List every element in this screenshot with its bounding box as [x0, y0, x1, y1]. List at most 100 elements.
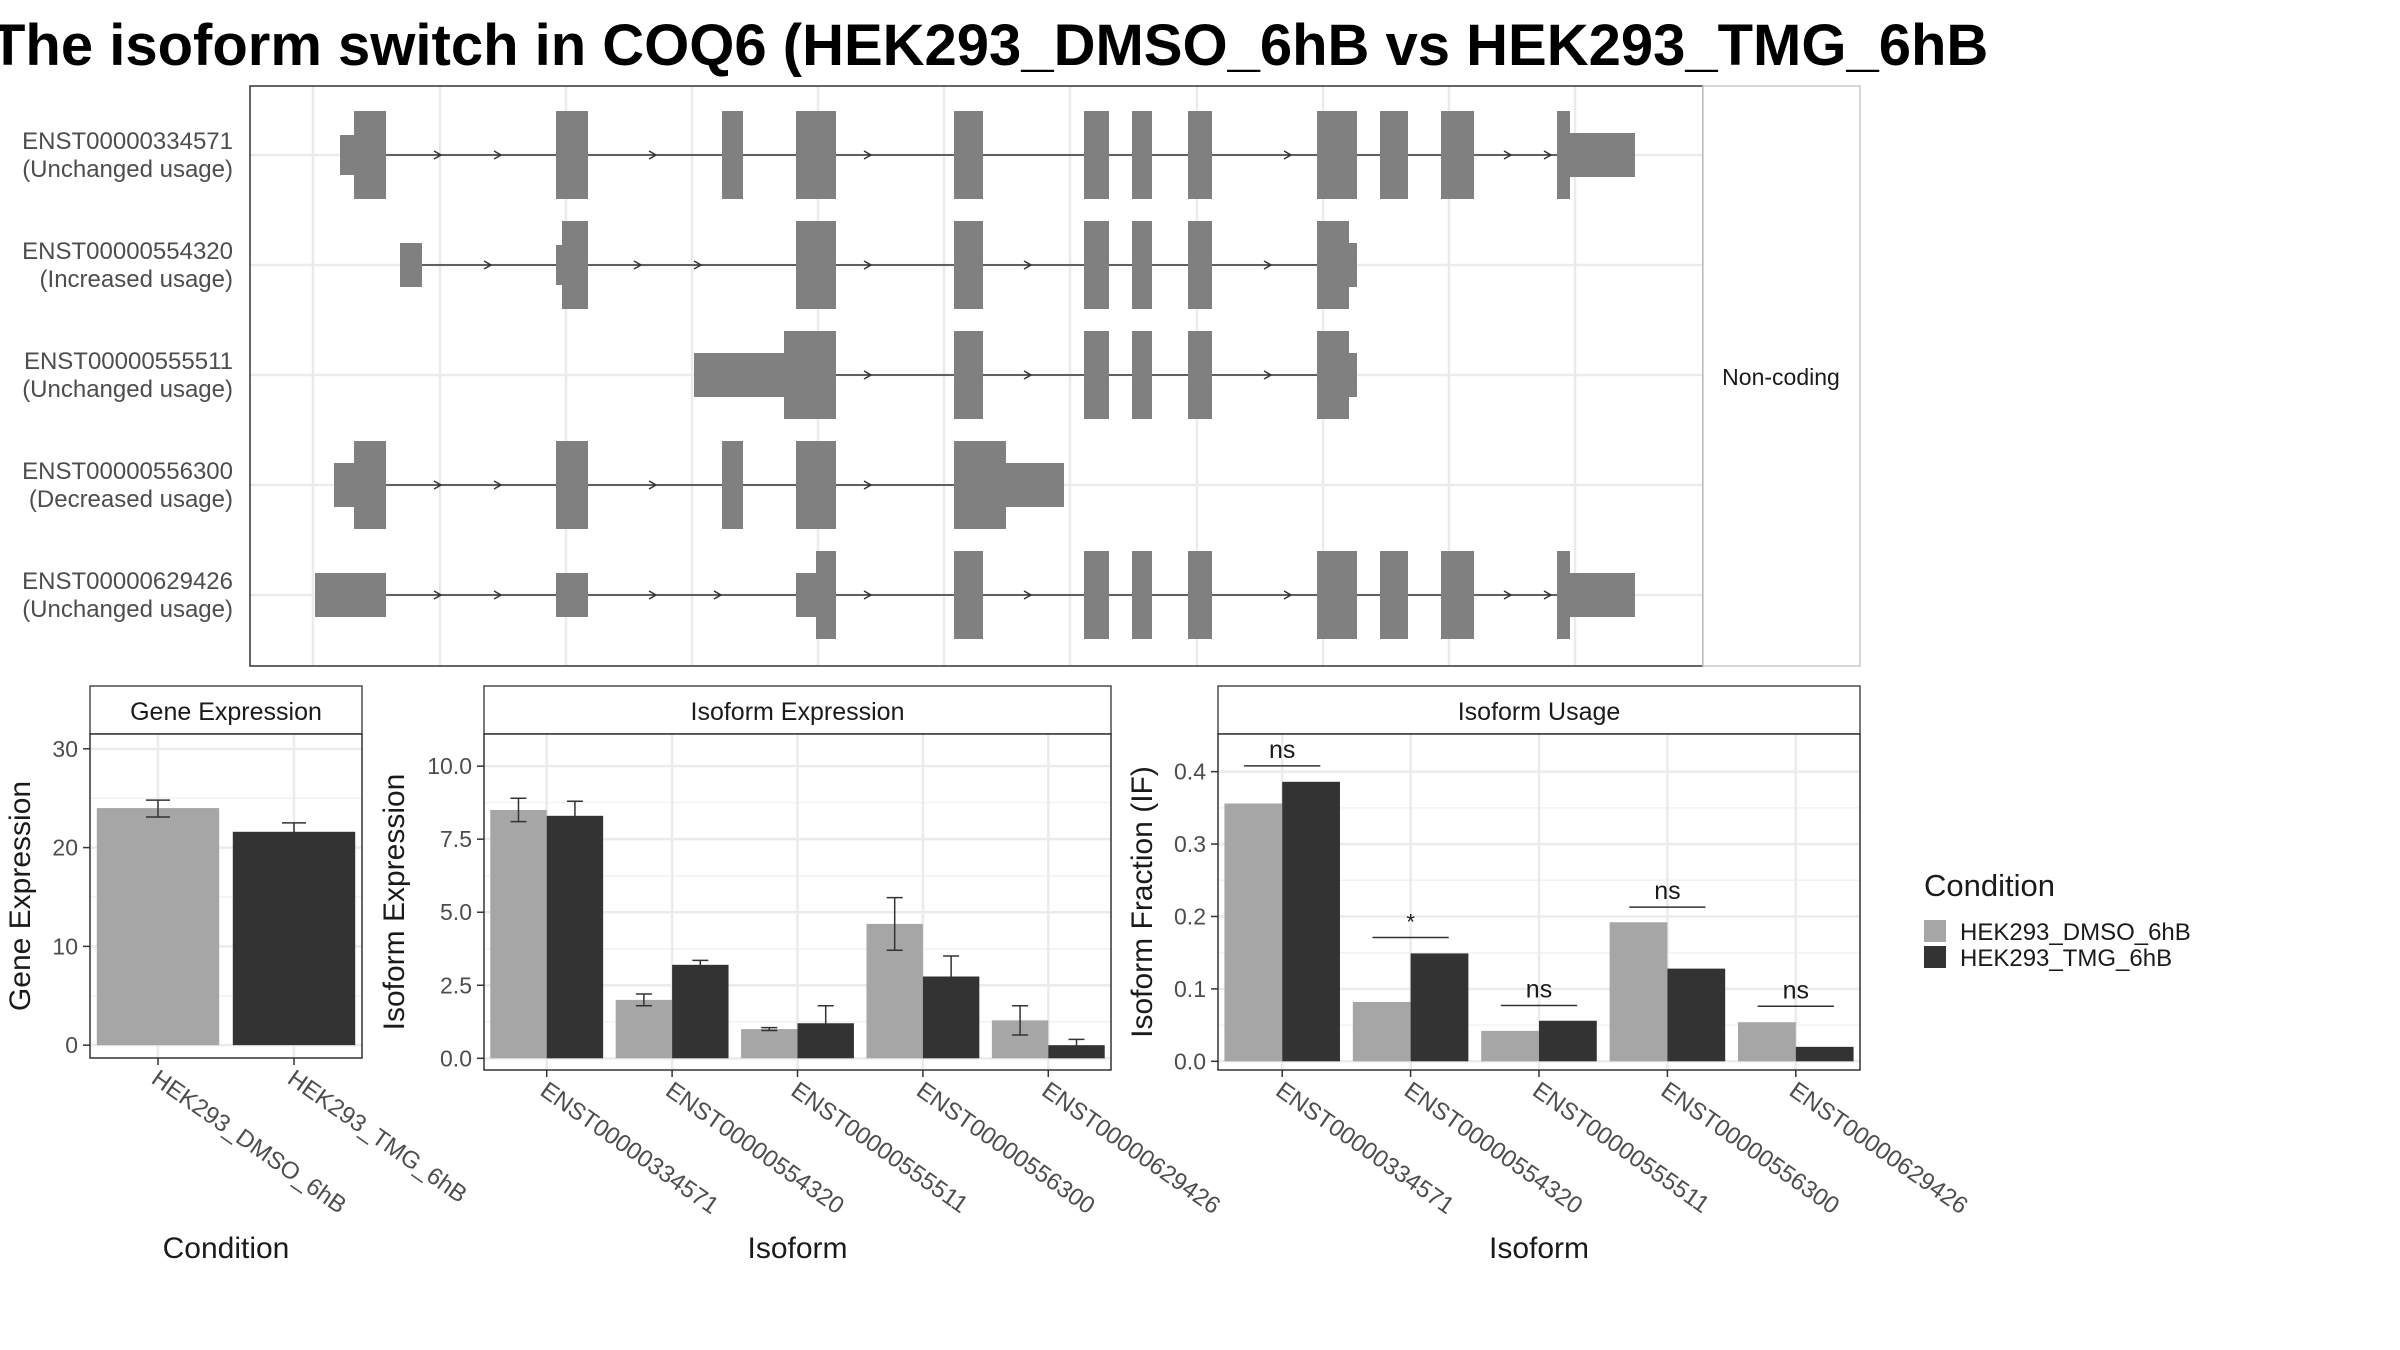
direction-arrow: [863, 590, 873, 600]
bar: [546, 815, 604, 1059]
direction-arrow: [1543, 150, 1553, 160]
transcript-id-label: ENST00000554320: [22, 238, 233, 265]
direction-arrow: [1503, 150, 1513, 160]
direction-arrow: [648, 590, 658, 600]
exon-block: [1317, 221, 1349, 309]
y-tick-label: 0.0: [440, 1045, 472, 1071]
exon-block: [1380, 551, 1408, 639]
direction-arrow: [433, 590, 443, 600]
direction-arrow: [493, 590, 503, 600]
direction-arrow: [648, 480, 658, 490]
exon-block: [722, 111, 743, 199]
panel-strip: [89, 685, 363, 735]
direction-arrow: [493, 480, 503, 490]
direction-arrow: [1543, 590, 1553, 600]
bar: [1609, 922, 1668, 1062]
exon-block: [1132, 111, 1152, 199]
transcript-id-label: ENST00000556300: [22, 458, 233, 485]
exon-block: [1188, 111, 1212, 199]
exon-block: [400, 243, 422, 287]
y-tick-label: 0.2: [1174, 903, 1206, 929]
exon-block: [954, 331, 983, 419]
exon-block: [694, 353, 784, 397]
direction-arrow: [433, 150, 443, 160]
panel-strip-title: Isoform Usage: [1458, 698, 1621, 726]
transcript-usage-label: (Unchanged usage): [22, 156, 233, 183]
bar: [1539, 1020, 1597, 1062]
chart-title: The isoform switch in COQ6 (HEK293_DMSO_…: [0, 13, 1989, 78]
x-axis-title: Isoform: [1489, 1232, 1589, 1265]
y-tick-label: 30: [52, 736, 78, 762]
exon-block: [1006, 463, 1064, 507]
bar: [1738, 1022, 1796, 1062]
exon-block: [1188, 331, 1212, 419]
y-tick-label: 2.5: [440, 972, 472, 998]
exon-block: [1570, 573, 1635, 617]
direction-arrow: [1023, 260, 1033, 270]
exon-block: [1557, 551, 1570, 639]
exon-block: [354, 441, 386, 529]
exon-block: [1441, 111, 1474, 199]
exon-block: [556, 573, 588, 617]
bar: [1410, 953, 1469, 1062]
transcript-usage-label: (Decreased usage): [29, 486, 233, 513]
bar: [1667, 968, 1726, 1062]
y-tick-label: 10: [52, 933, 78, 959]
exon-block: [354, 111, 386, 199]
bar: [672, 964, 729, 1059]
panel-strip-title: Gene Expression: [130, 698, 322, 726]
bar: [1352, 1001, 1411, 1062]
transcript-id-label: ENST00000555511: [24, 348, 233, 375]
exon-block: [556, 111, 588, 199]
y-tick-label: 0.4: [1174, 759, 1206, 785]
direction-arrow: [1263, 260, 1273, 270]
exon-block: [1380, 111, 1408, 199]
y-tick-label: 10.0: [427, 753, 472, 779]
transcript-usage-label: (Unchanged usage): [22, 596, 233, 623]
legend-label-tmg: HEK293_TMG_6hB: [1960, 945, 2172, 972]
legend-title: Condition: [1924, 868, 2055, 903]
strip-label-non-coding: Non-coding: [1722, 364, 1840, 390]
y-tick-label: 0.3: [1174, 831, 1206, 857]
x-axis-title: Condition: [163, 1232, 290, 1265]
exon-block: [334, 463, 354, 507]
direction-arrow: [493, 150, 503, 160]
exon-block: [1188, 551, 1212, 639]
significance-label: ns: [1654, 877, 1680, 905]
bar: [1282, 781, 1340, 1062]
bar: [96, 808, 220, 1046]
strip-non-coding: [1702, 85, 1861, 667]
exon-block: [796, 573, 816, 617]
exon-block: [1188, 221, 1212, 309]
exon-block: [1084, 221, 1109, 309]
exon-block: [1132, 331, 1152, 419]
y-tick-label: 0.1: [1174, 976, 1206, 1002]
significance-label: ns: [1526, 976, 1552, 1004]
direction-arrow: [713, 590, 723, 600]
exon-block: [784, 331, 836, 419]
legend-key-dmso: [1924, 920, 1946, 942]
exon-block: [556, 245, 564, 285]
bar: [232, 831, 356, 1046]
direction-arrow: [1283, 590, 1293, 600]
exon-block: [954, 111, 983, 199]
bar: [490, 809, 547, 1059]
exon-block: [1084, 551, 1109, 639]
exon-block: [1570, 133, 1635, 177]
significance-label: ns: [1783, 976, 1809, 1004]
bar: [1224, 803, 1283, 1062]
direction-arrow: [1263, 370, 1273, 380]
y-tick-label: 0.0: [1174, 1048, 1206, 1074]
exon-block: [315, 573, 386, 617]
exon-block: [340, 135, 354, 175]
panel-strip: [1217, 685, 1861, 735]
y-tick-label: 5.0: [440, 899, 472, 925]
bar: [741, 1029, 798, 1059]
direction-arrow: [863, 150, 873, 160]
direction-arrow: [648, 150, 658, 160]
direction-arrow: [693, 260, 703, 270]
legend-label-dmso: HEK293_DMSO_6hB: [1960, 919, 2191, 946]
exon-block: [1349, 353, 1357, 397]
legend-key-tmg: [1924, 946, 1946, 968]
exon-block: [1084, 331, 1109, 419]
